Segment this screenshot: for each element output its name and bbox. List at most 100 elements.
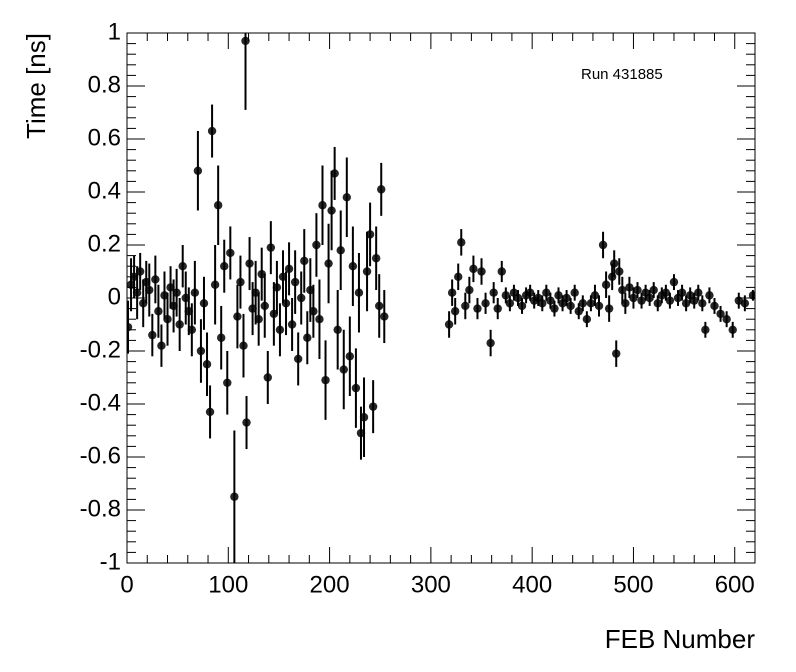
point <box>239 341 248 350</box>
point <box>586 299 596 308</box>
point <box>241 36 250 46</box>
point <box>135 267 145 276</box>
x-tick-label: 600 <box>715 571 755 598</box>
point <box>538 299 547 308</box>
point <box>359 413 369 422</box>
point <box>172 288 181 297</box>
point <box>210 280 220 289</box>
point <box>716 309 725 319</box>
point <box>371 254 381 263</box>
point <box>205 407 215 417</box>
point <box>722 315 731 324</box>
point <box>578 299 588 308</box>
point <box>207 126 217 136</box>
point <box>380 312 389 321</box>
x-tick-label: 500 <box>613 571 653 598</box>
point <box>342 193 351 202</box>
point <box>193 166 203 175</box>
point <box>681 299 691 308</box>
point <box>629 293 638 303</box>
point <box>300 256 309 266</box>
point <box>637 296 646 305</box>
y-tick-label: 0.2 <box>88 230 121 257</box>
x-axis-label: FEB Number <box>605 624 756 654</box>
point <box>284 264 294 274</box>
point <box>196 346 206 356</box>
point <box>281 299 291 308</box>
point <box>327 206 336 215</box>
point <box>493 304 502 313</box>
y-tick-label: -0.4 <box>80 389 121 416</box>
point <box>362 267 372 276</box>
x-tick-label: 200 <box>310 571 350 598</box>
point <box>574 307 583 316</box>
point <box>220 262 229 271</box>
point <box>615 267 624 276</box>
point <box>601 280 611 289</box>
point <box>457 238 466 247</box>
annotation: Run 431885 <box>581 66 663 83</box>
x-tick-label: 0 <box>120 571 133 598</box>
point <box>223 378 232 387</box>
point <box>669 277 679 287</box>
point <box>633 285 642 295</box>
point <box>570 288 579 297</box>
point <box>266 243 276 252</box>
point <box>649 285 658 295</box>
y-tick-label: -0.2 <box>80 336 121 363</box>
point <box>625 283 634 292</box>
point <box>230 492 239 501</box>
point <box>226 248 235 258</box>
point <box>525 288 535 297</box>
point <box>187 325 197 334</box>
point <box>178 262 187 271</box>
point <box>505 299 515 308</box>
point <box>351 383 361 393</box>
point <box>454 272 463 281</box>
point <box>728 325 737 334</box>
y-tick-label: 1 <box>108 18 121 45</box>
point <box>339 365 348 374</box>
point <box>444 320 454 329</box>
point <box>175 320 184 329</box>
point <box>598 240 608 250</box>
point <box>321 375 330 385</box>
point <box>127 322 133 332</box>
point <box>562 293 571 303</box>
point <box>163 315 172 324</box>
y-tick-label: 0.8 <box>88 71 121 98</box>
point <box>368 402 378 411</box>
point <box>618 285 627 295</box>
point <box>312 240 321 250</box>
point <box>612 349 621 358</box>
point <box>377 185 386 194</box>
y-axis-label: Time [ns] <box>21 33 51 139</box>
point <box>132 288 142 297</box>
point <box>473 304 482 313</box>
point <box>582 315 592 324</box>
point <box>694 288 703 297</box>
point <box>324 259 333 268</box>
point <box>354 288 364 297</box>
point <box>315 315 324 324</box>
point <box>566 301 575 311</box>
point <box>213 201 223 210</box>
point <box>333 325 342 334</box>
point <box>199 299 209 308</box>
point <box>665 296 675 305</box>
point <box>661 288 671 297</box>
point <box>336 246 345 255</box>
point <box>254 315 263 324</box>
point <box>217 333 226 342</box>
point <box>554 291 563 300</box>
point <box>287 320 297 329</box>
point <box>710 301 719 311</box>
point <box>481 299 490 308</box>
point <box>465 285 474 295</box>
point <box>190 288 200 297</box>
point <box>690 296 699 305</box>
point <box>677 288 687 297</box>
point <box>705 291 714 300</box>
point <box>275 325 285 334</box>
